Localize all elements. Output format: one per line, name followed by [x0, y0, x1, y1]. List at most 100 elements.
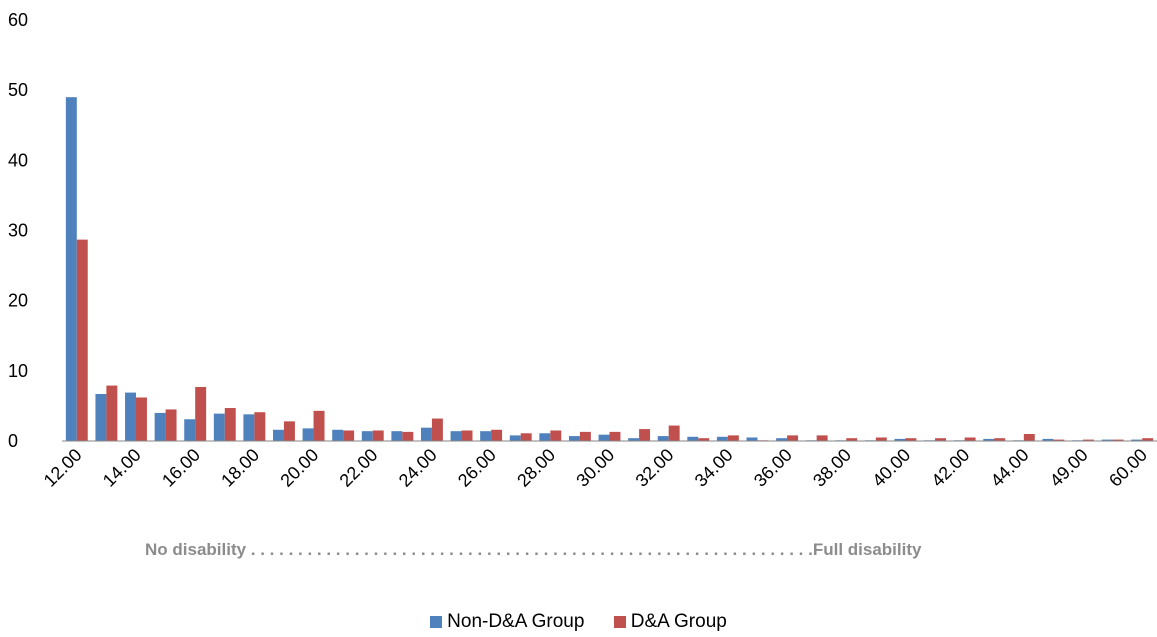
bar-da: [905, 438, 917, 441]
disability-scale-annotation: No disability . . . . . . . . . . . . . …: [145, 540, 922, 559]
x-tick-label: 34.00: [691, 445, 737, 491]
bar-non-da: [480, 431, 492, 441]
bar-da: [1142, 438, 1154, 441]
bar-da: [550, 430, 562, 441]
y-tick-label: 0: [8, 431, 18, 451]
bars: [65, 97, 1154, 441]
legend-swatch-non-da: [430, 616, 443, 628]
bar-non-da: [391, 431, 403, 441]
x-tick-label: 14.00: [99, 445, 145, 491]
bar-non-da: [332, 429, 344, 441]
bar-non-da: [361, 431, 373, 441]
bar-da: [727, 435, 739, 441]
bar-non-da: [243, 414, 255, 441]
y-tick-label: 30: [8, 221, 28, 241]
x-tick-label: 32.00: [632, 445, 678, 491]
bar-da: [135, 397, 147, 441]
bar-non-da: [687, 436, 699, 441]
x-tick-label: 16.00: [158, 445, 204, 491]
x-tick-label: 44.00: [987, 445, 1033, 491]
y-tick-label: 60: [8, 10, 28, 30]
bar-da: [787, 435, 799, 441]
bar-non-da: [746, 437, 758, 441]
bar-non-da: [154, 412, 166, 441]
bar-da: [343, 430, 355, 441]
bar-non-da: [1131, 439, 1143, 441]
bar-non-da: [894, 438, 906, 441]
x-axis: 12.00 14.00 16.00 18.00 20.00 22.00 24.00 26.00…: [40, 445, 1151, 491]
y-tick-label: 20: [8, 291, 28, 311]
bar-da: [106, 385, 118, 441]
bar-non-da: [450, 431, 462, 441]
x-tick-label: 36.00: [750, 445, 796, 491]
x-tick-label: 22.00: [336, 445, 382, 491]
bar-da: [1023, 433, 1035, 441]
x-tick-label: 38.00: [809, 445, 855, 491]
bar-da: [579, 431, 591, 441]
bar-non-da: [657, 436, 669, 441]
bar-da: [491, 429, 503, 441]
bar-da: [372, 430, 384, 441]
bar-non-da: [273, 429, 284, 441]
bar-da: [76, 239, 88, 441]
bar-non-da: [568, 436, 580, 441]
x-tick-label: 42.00: [927, 445, 973, 491]
bar-da: [224, 408, 236, 441]
y-tick-label: 10: [8, 361, 28, 381]
bar-da: [609, 431, 621, 441]
bar-non-da: [598, 434, 610, 441]
legend-label-da: D&A Group: [630, 611, 727, 632]
bar-da: [698, 438, 710, 441]
bar-da: [816, 435, 828, 441]
x-tick-label: 49.00: [1046, 445, 1092, 491]
bar-non-da: [776, 438, 788, 441]
x-tick-label: 18.00: [217, 445, 263, 491]
bar-non-da: [213, 413, 225, 441]
bar-da: [994, 438, 1006, 441]
bar-da: [935, 438, 946, 441]
y-tick-label: 40: [8, 150, 28, 170]
legend-swatch-da: [613, 616, 626, 628]
bar-da: [520, 433, 532, 441]
bar-da: [402, 431, 414, 441]
bar-da: [1112, 439, 1124, 441]
bar-non-da: [302, 428, 314, 441]
x-tick-label: 12.00: [40, 445, 86, 491]
bar-da: [846, 438, 858, 441]
bar-non-da: [539, 433, 551, 441]
legend: Non-D&A Group D&A Group: [0, 611, 1157, 634]
bar-da: [875, 437, 887, 441]
bar-da: [283, 421, 295, 441]
y-tick-label: 50: [8, 80, 28, 100]
bar-non-da: [1101, 439, 1113, 441]
bar-da: [313, 410, 325, 441]
x-tick-label: 60.00: [1105, 445, 1151, 491]
bar-da: [668, 425, 680, 441]
bar-non-da: [65, 97, 77, 441]
bar-non-da: [716, 436, 728, 441]
bar-non-da: [628, 438, 640, 441]
legend-label-non-da: Non-D&A Group: [447, 611, 585, 632]
bar-da: [461, 430, 473, 441]
x-tick-label: 26.00: [454, 445, 500, 491]
x-tick-label: 30.00: [572, 445, 618, 491]
bar-non-da: [1042, 438, 1054, 441]
legend-item-non-da: Non-D&A Group: [430, 611, 584, 633]
y-axis: 0 10 20 30 40 50 60: [8, 10, 28, 451]
x-tick-label: 20.00: [276, 445, 322, 491]
x-tick-label: 24.00: [395, 445, 441, 491]
x-tick-label: 28.00: [513, 445, 559, 491]
bar-da: [165, 409, 177, 441]
bar-non-da: [125, 392, 136, 441]
bar-da: [254, 412, 266, 441]
bar-da: [639, 429, 651, 441]
bar-da: [1083, 439, 1094, 441]
bar-da: [195, 386, 207, 441]
bar-non-da: [509, 435, 521, 441]
legend-item-da: D&A Group: [613, 611, 727, 633]
bar-non-da: [983, 438, 995, 441]
bar-non-da: [95, 393, 107, 441]
bar-non-da: [420, 427, 432, 441]
bar-non-da: [184, 419, 196, 441]
